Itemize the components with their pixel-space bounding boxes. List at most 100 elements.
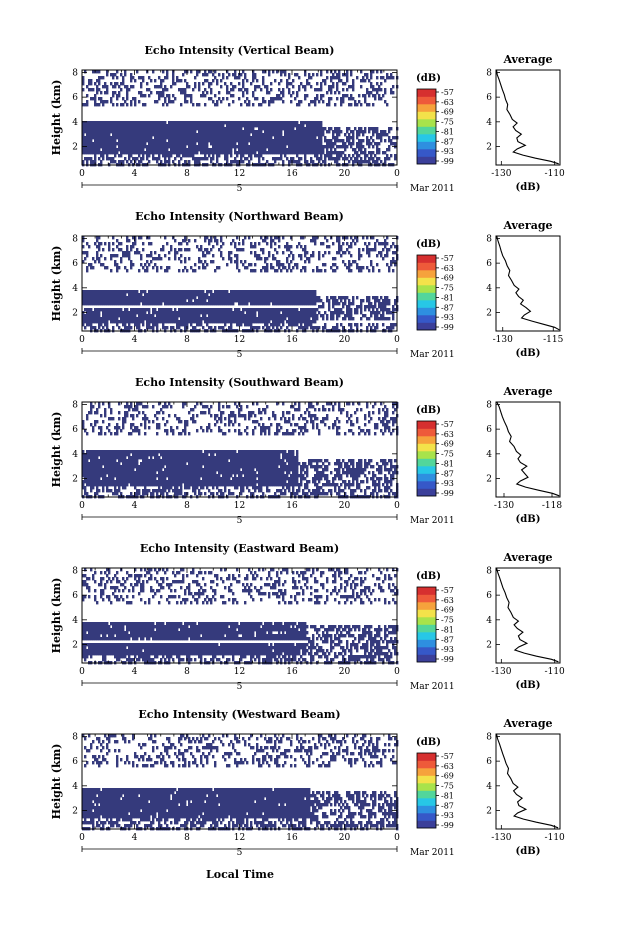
heatmap-cell	[154, 290, 157, 294]
heatmap-cell	[98, 323, 101, 327]
heatmap-cell	[198, 302, 201, 306]
heatmap-cell	[310, 133, 313, 137]
heatmap-cell	[180, 145, 183, 149]
heatmap-cell	[242, 302, 245, 306]
heatmap-cell	[340, 97, 343, 101]
heatmap-cell	[274, 293, 277, 297]
heatmap-cell	[348, 269, 351, 273]
heatmap-cell	[268, 103, 271, 107]
heatmap-cell	[218, 248, 221, 252]
heatmap-cell	[126, 269, 129, 273]
heatmap-cell	[182, 88, 185, 92]
heatmap-cell	[188, 299, 191, 303]
heatmap-cell	[162, 323, 165, 327]
heatmap-cell	[118, 124, 121, 128]
heatmap-cell	[284, 151, 287, 155]
heatmap-cell	[232, 142, 235, 146]
heatmap-cell	[232, 136, 235, 140]
heatmap-cell	[100, 139, 103, 143]
heatmap-cell	[338, 127, 341, 131]
heatmap-cell	[136, 414, 139, 418]
heatmap-cell	[304, 73, 307, 77]
heatmap-cell	[354, 160, 357, 164]
heatmap-cell	[160, 133, 163, 137]
heatmap-cell	[162, 70, 165, 74]
heatmap-cell	[186, 323, 189, 327]
heatmap-cell	[88, 145, 91, 149]
heatmap-cell	[294, 311, 297, 315]
heatmap-cell	[194, 263, 197, 267]
heatmap-cell	[232, 317, 235, 321]
colorbar-frame	[416, 254, 437, 331]
heatmap-cell	[196, 293, 199, 297]
heatmap-cell	[198, 136, 201, 140]
heatmap-cell	[302, 133, 305, 137]
heatmap-cell	[298, 302, 301, 306]
heatmap-cell	[260, 133, 263, 137]
heatmap-cell	[98, 314, 101, 318]
heatmap-cell	[156, 124, 159, 128]
heatmap-cell	[180, 254, 183, 258]
heatmap-cell	[234, 124, 237, 128]
heatmap-cell	[260, 302, 263, 306]
heatmap-cell	[308, 151, 311, 155]
heatmap-cell	[336, 160, 339, 164]
heatmap-cell	[272, 311, 275, 315]
heatmap-cell	[186, 127, 189, 131]
heatmap-cell	[384, 254, 387, 258]
heatmap-cell	[86, 85, 89, 89]
heatmap-cell	[244, 130, 247, 134]
heatmap-cell	[138, 136, 141, 140]
heatmap-cell	[96, 127, 99, 131]
heatmap-cell	[340, 139, 343, 143]
heatmap-cell	[364, 417, 367, 421]
heatmap-cell	[216, 133, 219, 137]
heatmap-cell	[276, 145, 279, 149]
heatmap-cell	[278, 94, 281, 98]
heatmap-cell	[250, 124, 253, 128]
heatmap-cell	[104, 139, 107, 143]
heatmap-cell	[260, 290, 263, 294]
heatmap-cell	[214, 139, 217, 143]
heatmap-cell	[252, 136, 255, 140]
heatmap-cell	[160, 257, 163, 261]
heatmap-cell	[202, 148, 205, 152]
heatmap-cell	[204, 124, 207, 128]
heatmap-cell	[100, 302, 103, 306]
heatmap-cell	[204, 405, 207, 409]
heatmap-cell	[112, 133, 115, 137]
heatmap-cell	[86, 320, 89, 324]
heatmap-cell	[374, 305, 377, 309]
heatmap-cell	[298, 76, 301, 80]
heatmap-cell	[342, 151, 345, 155]
heatmap-cell	[224, 127, 227, 131]
colorbar-segment	[417, 96, 436, 105]
heatmap-cell	[300, 151, 303, 155]
x-tick-label: 0	[394, 169, 400, 179]
heatmap-cell	[296, 293, 299, 297]
heatmap-cell	[116, 266, 119, 270]
heatmap-cell	[124, 157, 127, 161]
heatmap-cell	[188, 94, 191, 98]
heatmap-cell	[372, 236, 375, 240]
heatmap-cell	[154, 323, 157, 327]
heatmap-cell	[274, 299, 277, 303]
heatmap-cell	[140, 308, 143, 312]
heatmap-cell	[344, 133, 347, 137]
heatmap-cell	[386, 76, 389, 80]
heatmap-cell	[274, 145, 277, 149]
heatmap-cell	[360, 305, 363, 309]
heatmap-cell	[104, 299, 107, 303]
heatmap-cell	[312, 73, 315, 77]
heatmap-cell	[162, 142, 165, 146]
heatmap-cell	[330, 311, 333, 315]
heatmap-cell	[156, 145, 159, 149]
heatmap-cell	[192, 124, 195, 128]
heatmap-cell	[296, 296, 299, 300]
heatmap-cell	[196, 151, 199, 155]
heatmap-cell	[184, 317, 187, 321]
heatmap-cell	[280, 314, 283, 318]
heatmap-cell	[156, 151, 159, 155]
profile-title: Average	[502, 53, 552, 66]
heatmap-cell	[304, 130, 307, 134]
